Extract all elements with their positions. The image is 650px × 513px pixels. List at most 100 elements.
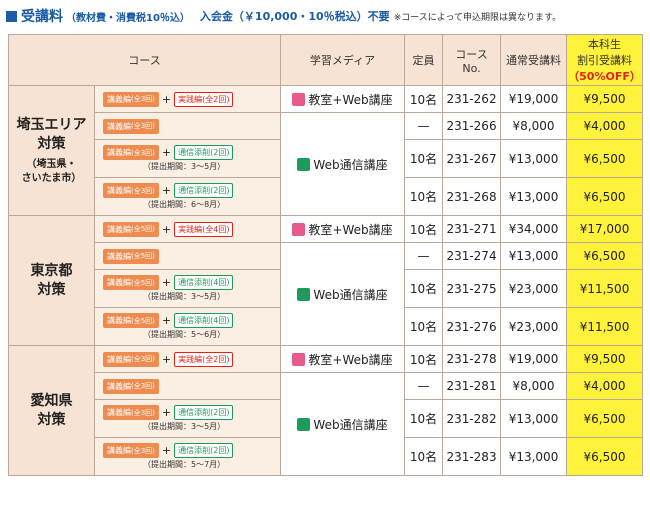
table-row: 講義編 (全3回) + 通信添削 (2回) （提出期間：3～5月） 10名 231-267 ¥1… — [9, 139, 644, 178]
lecture-tag: 講義編 (全5回) — [103, 221, 159, 237]
lecture-count: (全3回) — [131, 382, 155, 390]
extra-count: (2回) — [210, 446, 230, 455]
table-row: 講義編 (全5回) Web通信講座 —231-274 ¥13,000 ¥6,500 — [9, 242, 644, 346]
extra-label: 実践編 — [178, 94, 203, 104]
region-name-line2: 対策 — [37, 135, 66, 152]
media-label: Web通信講座 — [313, 287, 388, 302]
classroom-web-icon — [292, 92, 306, 106]
table-row: 講義編 (全5回) + 通信添削 (4回) （提出期間：5～6月） 10名 231-276 ¥2… — [9, 307, 644, 346]
plus-sign: + — [161, 314, 172, 327]
region-name: 東京都 対策 — [8, 215, 95, 346]
submission-period: （提出期間：3～5月） — [143, 421, 226, 431]
capacity-cell: 10名 — [404, 139, 444, 178]
extra-label: 通信添削 — [178, 186, 211, 195]
course-cell: 講義編 (全3回) + 通信添削 (2回) （提出期間：6～8月） — [93, 177, 282, 216]
lecture-label: 講義編 — [107, 354, 131, 364]
classroom-web-icon — [292, 352, 306, 366]
media-label: Web通信講座 — [313, 157, 388, 172]
extra-count: (全4回) — [202, 224, 230, 234]
capacity-cell: 10名 — [404, 85, 444, 113]
lecture-tag: 講義編 (全3回) — [103, 183, 159, 198]
lecture-label: 講義編 — [107, 316, 131, 325]
plus-sign: + — [161, 444, 172, 457]
col-student-line3: （50%OFF） — [568, 70, 641, 83]
course-cell: 講義編 (全3回) + 実践編 (全2回) — [93, 85, 282, 113]
lecture-count: (全5回) — [131, 225, 155, 233]
lecture-label: 講義編 — [107, 381, 131, 391]
lecture-count: (全3回) — [131, 408, 155, 417]
plus-sign: + — [161, 352, 172, 366]
capacity-cell: 10名 — [404, 177, 444, 216]
lecture-tag: 講義編 (全3回) — [103, 378, 159, 394]
student-fee-cell: ¥6,500 — [566, 177, 644, 216]
regular-fee-cell: ¥23,000 — [500, 307, 568, 346]
extra-count: (全2回) — [202, 354, 230, 364]
course-no-cell: 231-276 — [442, 307, 502, 346]
region-name-line1: 埼玉エリア — [16, 116, 87, 133]
submission-period: （提出期間：5～6月） — [143, 329, 226, 339]
table-header-row: コース 学習メディア 定員 コース No. 通常受講料 本科生 割引受講料 （5… — [7, 34, 644, 86]
correspondence-tag: 通信添削 (2回) — [174, 443, 234, 458]
course-cell: 講義編 (全5回) + 通信添削 (4回) （提出期間：5～6月） — [93, 307, 282, 346]
capacity-cell: 10名 — [404, 437, 444, 476]
region-sub: （埼玉県・ さいたま市） — [9, 158, 94, 186]
student-fee-cell: ¥6,500 — [566, 139, 644, 178]
course-cell: 講義編 (全3回) + 通信添削 (2回) （提出期間：5～7月） — [93, 437, 282, 476]
practice-tag: 実践編 (全4回) — [174, 221, 234, 237]
course-no-cell: 231-266 — [442, 112, 502, 140]
course-tags: 講義編 (全3回) + 通信添削 (2回) — [103, 405, 280, 420]
lecture-label: 講義編 — [107, 186, 131, 195]
lecture-count: (全3回) — [131, 355, 155, 363]
submission-period: （提出期間：5～7月） — [143, 459, 226, 469]
regular-fee-cell: ¥13,000 — [500, 242, 568, 270]
extra-count: (全2回) — [202, 94, 230, 104]
course-no-cell: 231-274 — [442, 242, 502, 270]
lecture-tag: 講義編 (全3回) — [103, 118, 159, 134]
media-label: 教室+Web講座 — [308, 222, 393, 237]
regular-fee-cell: ¥13,000 — [500, 139, 568, 178]
capacity-cell: — — [404, 112, 444, 140]
regular-fee-cell: ¥34,000 — [500, 215, 568, 243]
course-no-cell: 231-282 — [442, 399, 502, 438]
course-tags: 講義編 (全3回) + 実践編 (全2回) — [103, 91, 280, 107]
plus-sign: + — [161, 276, 172, 289]
media-label: 教室+Web講座 — [308, 92, 393, 107]
regular-fee-cell: ¥23,000 — [500, 269, 568, 308]
media-cell-classroom: 教室+Web講座 — [280, 85, 406, 113]
lecture-count: (全3回) — [131, 186, 155, 195]
course-tags: 講義編 (全5回) — [103, 248, 280, 264]
course-tags: 講義編 (全5回) + 通信添削 (4回) — [103, 275, 280, 290]
region-name: 愛知県 対策 — [8, 345, 95, 476]
correspondence-tag: 通信添削 (4回) — [174, 275, 234, 290]
student-fee-cell: ¥9,500 — [566, 345, 644, 373]
course-tags: 講義編 (全3回) + 通信添削 (2回) — [103, 183, 280, 198]
extra-count: (4回) — [210, 278, 230, 287]
regular-fee-cell: ¥13,000 — [500, 437, 568, 476]
course-tags: 講義編 (全3回) — [103, 118, 280, 134]
col-student-fee: 本科生 割引受講料 （50%OFF） — [566, 34, 644, 86]
extra-count: (2回) — [210, 148, 230, 157]
plus-sign: + — [161, 222, 172, 236]
capacity-cell: 10名 — [404, 399, 444, 438]
course-no-cell: 231-275 — [442, 269, 502, 308]
course-no-cell: 231-267 — [442, 139, 502, 178]
lecture-count: (全3回) — [131, 95, 155, 103]
col-regular-fee: 通常受講料 — [500, 34, 568, 86]
submission-period: （提出期間：3～5月） — [143, 291, 226, 301]
correspondence-tag: 通信添削 (2回) — [174, 145, 234, 160]
extra-label: 通信添削 — [178, 148, 211, 157]
lecture-label: 講義編 — [107, 121, 131, 131]
lecture-tag: 講義編 (全3回) — [103, 443, 159, 458]
extra-label: 実践編 — [178, 224, 203, 234]
fee-table: コース 学習メディア 定員 コース No. 通常受講料 本科生 割引受講料 （5… — [7, 34, 644, 476]
deadline-note: ※コースによって申込期限は異なります。 — [393, 12, 562, 23]
lecture-count: (全5回) — [131, 252, 155, 260]
student-fee-cell: ¥6,500 — [566, 242, 644, 270]
course-no-cell: 231-268 — [442, 177, 502, 216]
web-course-icon — [297, 417, 311, 431]
student-fee-cell: ¥11,500 — [566, 307, 644, 346]
capacity-cell: — — [404, 242, 444, 270]
lecture-tag: 講義編 (全3回) — [103, 405, 159, 420]
table-row: 講義編 (全3回) Web通信講座 —231-281 ¥8,000 ¥4,000 — [9, 372, 644, 476]
regular-fee-cell: ¥19,000 — [500, 85, 568, 113]
